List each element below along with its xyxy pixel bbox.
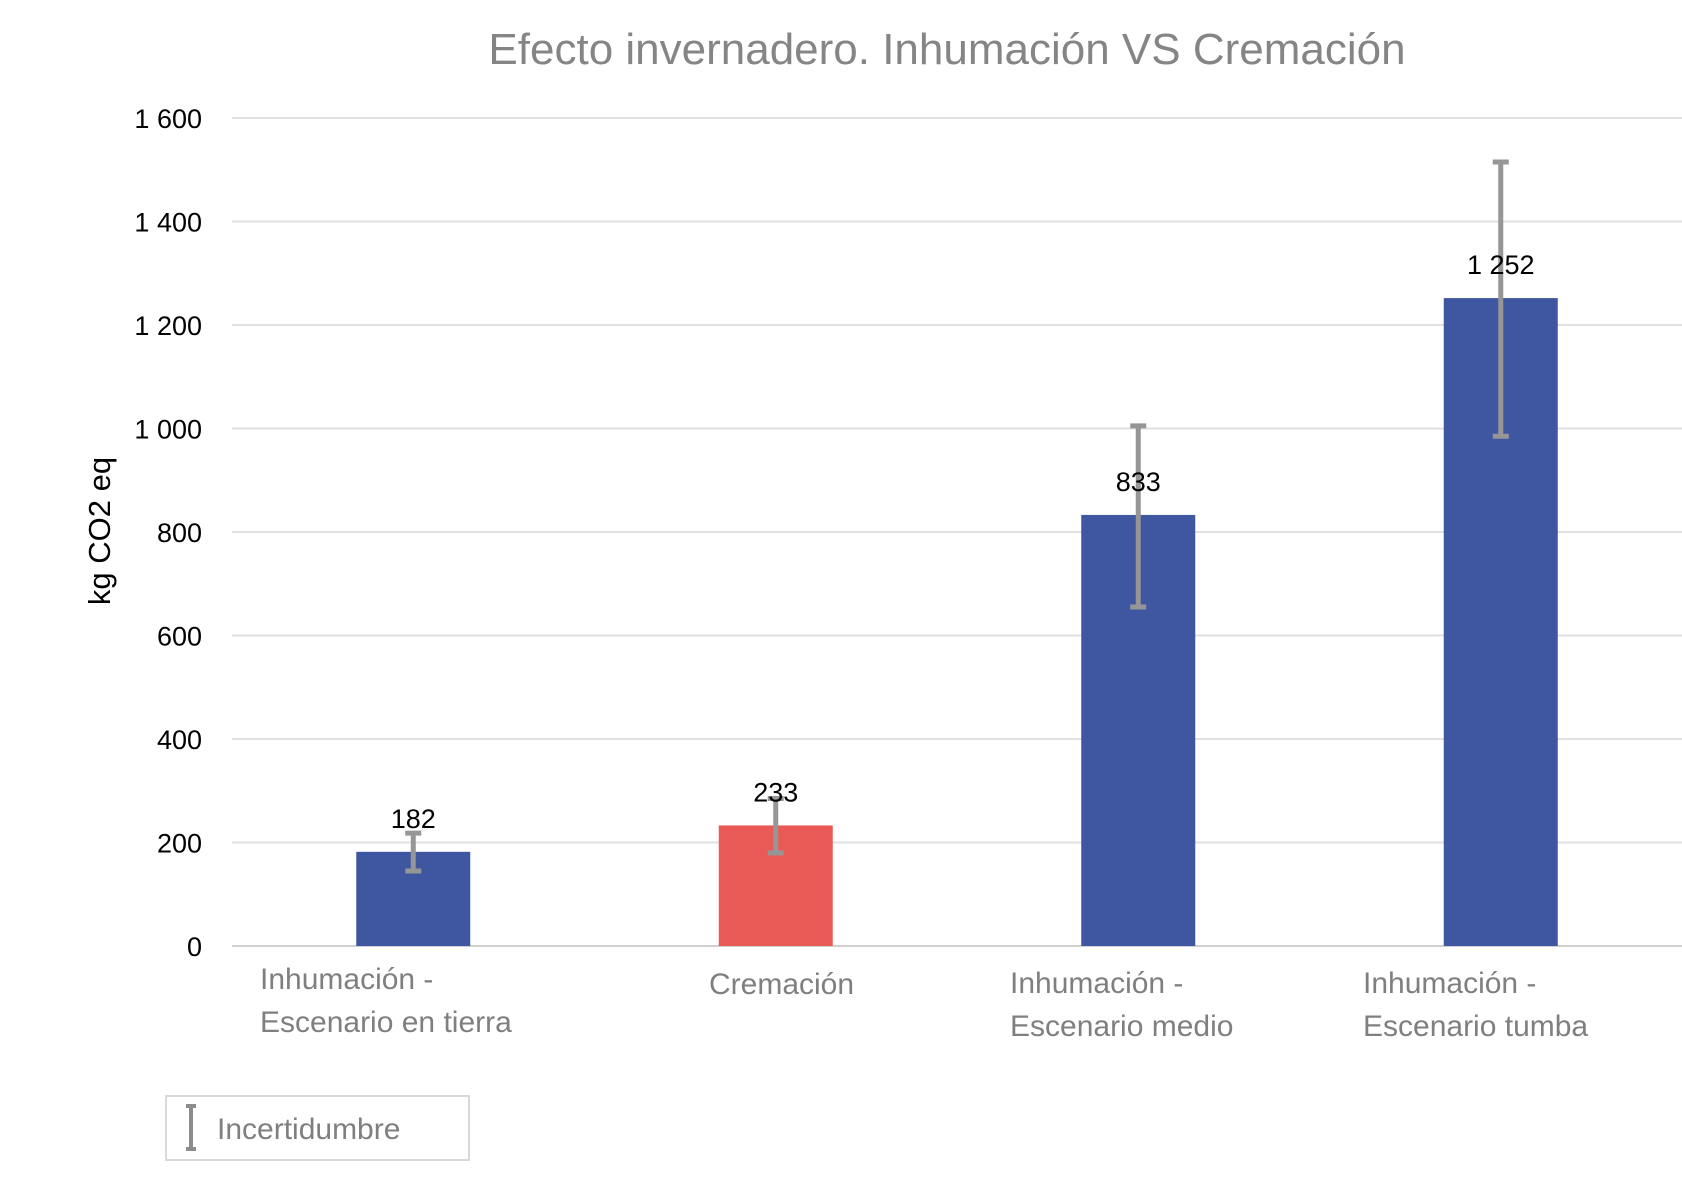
grid-lines [232,117,1682,947]
data-label: 1 252 [1467,250,1535,280]
legend-box [165,1095,470,1161]
x-tick-label: Inhumación - [1010,967,1183,1000]
error-bar [405,830,422,874]
x-axis-ticks: Inhumación - Escenario en tierra Cremación… [260,963,1588,1043]
x-tick-label: Escenario medio [1010,1010,1233,1043]
legend-error-icon [186,1104,196,1151]
y-tick-label: 400 [157,725,202,755]
legend-label: Incertidumbre [217,1113,400,1146]
data-label: 182 [391,804,436,834]
y-tick-label: 1 000 [134,415,202,445]
legend: Incertidumbre [165,1095,470,1161]
y-tick-label: 200 [157,829,202,859]
y-tick-label: 800 [157,518,202,548]
error-bar [767,796,784,856]
data-label: 833 [1116,467,1161,497]
x-tick-label: Cremación [709,968,854,1001]
data-label: 233 [753,777,798,807]
data-labels: 182 233 833 1 252 [391,250,1535,834]
error-bar [1492,159,1509,439]
y-tick-label: 1 200 [134,311,202,341]
y-tick-label: 1 600 [134,104,202,134]
bars [356,298,1558,947]
y-axis-label: kg CO2 eq [82,457,117,605]
error-bar [1130,423,1147,610]
y-axis-ticks: 0 200 400 600 800 1 000 1 200 1 400 1 600 [134,104,202,962]
x-tick-label: Escenario tumba [1363,1010,1588,1043]
y-tick-label: 0 [187,932,202,962]
x-tick-label: Inhumación - [1363,967,1536,1000]
y-tick-label: 1 400 [134,208,202,238]
x-tick-label: Escenario en tierra [260,1006,512,1039]
x-tick-label: Inhumación - [260,963,433,996]
chart-title: Efecto invernadero. Inhumación VS Cremac… [488,25,1405,74]
y-tick-label: 600 [157,622,202,652]
error-bars [405,159,1509,874]
